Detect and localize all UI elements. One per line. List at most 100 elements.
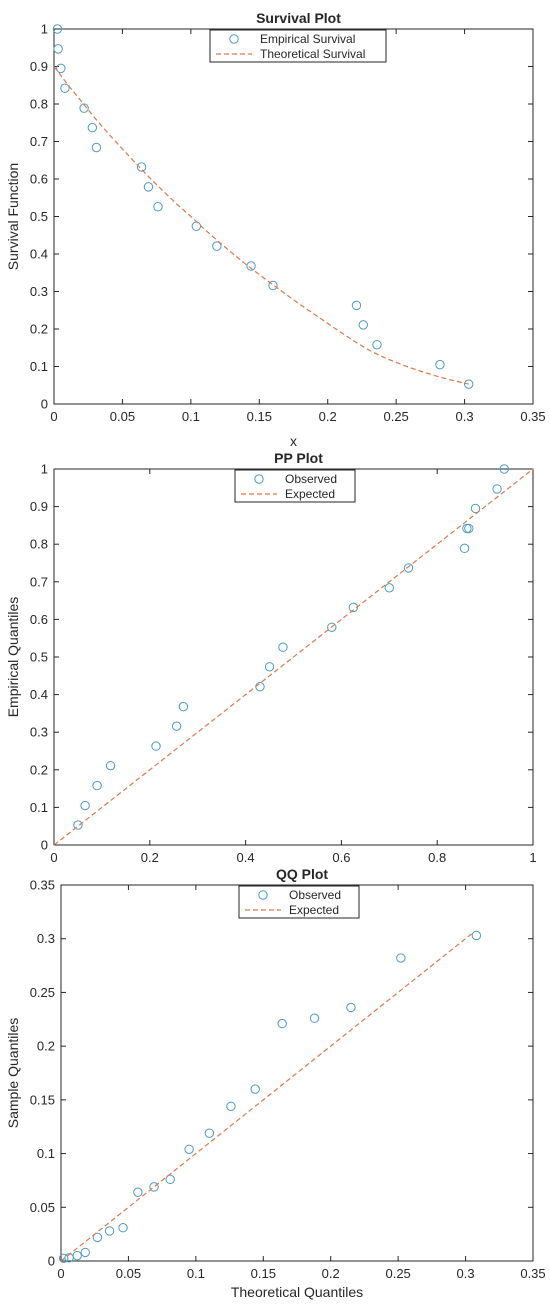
x-tick-label: 0.1 <box>187 1266 205 1281</box>
data-point <box>459 543 470 554</box>
data-point <box>212 241 222 251</box>
y-tick-label: 0.25 <box>30 985 55 1000</box>
data-point <box>165 1174 175 1185</box>
reference-line <box>60 932 473 1262</box>
data-point <box>499 464 509 474</box>
data-point <box>153 202 163 212</box>
data-point <box>278 642 288 652</box>
legend-entry-label: Empirical Survival <box>260 32 355 46</box>
series-markers <box>73 464 509 830</box>
reference-line <box>53 468 534 846</box>
x-tick-label: 0.25 <box>383 409 408 424</box>
x-tick-label: 0.15 <box>251 1266 276 1281</box>
data-point <box>105 760 116 771</box>
data-point <box>104 1226 115 1236</box>
data-point <box>149 1182 159 1192</box>
y-tick-label: 0.7 <box>30 574 48 589</box>
data-point <box>92 780 102 791</box>
chart-title: PP Plot <box>274 450 323 466</box>
data-point <box>309 1013 320 1023</box>
y-tick-label: 0.3 <box>30 284 48 299</box>
y-tick-label: 0.5 <box>30 650 48 665</box>
legend-entry-label: Observed <box>289 888 341 902</box>
data-point <box>204 1128 215 1138</box>
x-tick-label: 0.25 <box>385 1266 410 1281</box>
x-tick-label: 0.35 <box>520 1266 545 1281</box>
y-tick-label: 0 <box>41 838 48 853</box>
y-tick-label: 0.1 <box>30 800 48 815</box>
y-tick-label: 0 <box>41 397 48 412</box>
data-point <box>463 379 474 389</box>
chart-2: 0 0.2 0.4 0.6 0.8 1 0 0.1 0.2 0.3 0.4 0.5 0.6 0.7 0.8 0… <box>5 450 537 865</box>
data-point <box>133 1187 143 1197</box>
x-tick-label: 0 <box>50 850 57 865</box>
axes-box <box>60 884 534 1262</box>
x-tick-label: 0.2 <box>319 409 337 424</box>
data-point <box>178 701 189 712</box>
data-point <box>255 682 265 692</box>
legend-entry-label: Expected <box>285 487 335 501</box>
y-tick-label: 0.05 <box>30 1200 55 1215</box>
data-point <box>143 182 154 192</box>
data-point <box>171 721 182 731</box>
data-point <box>396 953 406 963</box>
reference-line <box>53 66 469 385</box>
chart-title: Survival Plot <box>256 10 341 26</box>
y-tick-label: 0.7 <box>30 134 48 149</box>
chart-3: 0 0.05 0.1 0.15 0.2 0.25 0.3 0.35 0 0.05 0.1 0.15 0.… <box>5 866 546 1300</box>
legend-entry-label: Theoretical Survival <box>260 47 365 61</box>
data-point <box>346 1002 356 1013</box>
chart-1: 0 0.05 0.1 0.15 0.2 0.25 0.3 0.35 0 0.1 0.2 0.3 0.4 0… <box>5 10 546 449</box>
y-tick-label: 1 <box>41 22 48 37</box>
x-tick-label: 0.4 <box>237 850 255 865</box>
y-tick-label: 0.4 <box>30 247 48 262</box>
y-axis-label: Empirical Quantiles <box>5 597 21 718</box>
data-point <box>372 340 382 350</box>
data-point <box>87 122 98 133</box>
y-tick-label: 0.2 <box>30 322 48 337</box>
data-point <box>435 359 445 370</box>
data-point <box>268 280 278 291</box>
y-tick-label: 0.9 <box>30 499 48 514</box>
x-axis-label: Theoretical Quantiles <box>231 1284 363 1300</box>
data-point <box>80 1247 90 1258</box>
data-point <box>358 320 368 330</box>
y-tick-label: 1 <box>41 462 48 477</box>
legend-box <box>238 885 360 919</box>
data-point <box>226 1101 236 1112</box>
x-axis-label: x <box>290 433 297 449</box>
x-tick-label: 0 <box>57 1266 64 1281</box>
y-tick-label: 0.1 <box>37 1146 55 1161</box>
legend-box <box>234 469 356 503</box>
data-point <box>471 930 482 941</box>
chart-title: QQ Plot <box>276 866 328 882</box>
x-tick-label: 0.3 <box>457 1266 475 1281</box>
data-point <box>462 523 472 534</box>
y-tick-label: 0.6 <box>30 172 48 187</box>
y-tick-label: 0.35 <box>30 878 55 893</box>
data-point <box>73 820 83 830</box>
legend-marker-swatch <box>229 34 239 44</box>
legend-entry-label: Observed <box>285 472 337 486</box>
x-tick-label: 0.05 <box>116 1266 141 1281</box>
x-tick-label: 1 <box>529 850 536 865</box>
x-tick-label: 0.05 <box>110 409 135 424</box>
x-tick-label: 0.8 <box>428 850 446 865</box>
y-tick-label: 0.9 <box>30 59 48 74</box>
x-tick-label: 0.6 <box>332 850 350 865</box>
legend-box <box>209 29 387 63</box>
data-point <box>91 142 102 153</box>
data-point <box>136 162 147 172</box>
series-markers <box>58 930 482 1264</box>
y-tick-label: 0.8 <box>30 537 48 552</box>
x-tick-label: 0.1 <box>182 409 200 424</box>
data-point <box>58 1253 69 1264</box>
x-tick-label: 0.2 <box>141 850 159 865</box>
y-tick-label: 0.2 <box>30 762 48 777</box>
y-tick-label: 0.15 <box>30 1092 55 1107</box>
data-point <box>60 83 70 93</box>
data-point <box>264 662 275 672</box>
data-point <box>80 800 90 811</box>
